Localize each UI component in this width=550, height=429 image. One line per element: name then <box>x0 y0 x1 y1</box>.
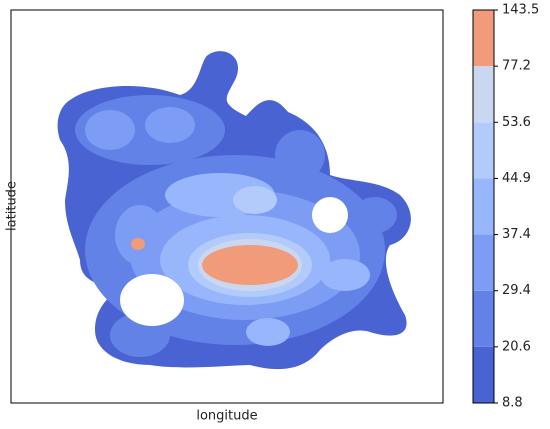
contour-region <box>115 205 165 265</box>
colorbar-tick-label: 20.6 <box>502 339 531 354</box>
contour-region <box>85 110 135 150</box>
colorbar-tick-label: 44.9 <box>502 171 531 186</box>
colorbar-band <box>473 234 494 291</box>
colorbar-tick-label: 37.4 <box>502 227 531 242</box>
plot-frame <box>10 9 444 404</box>
contour-region <box>246 318 290 346</box>
hole <box>312 197 348 233</box>
contour-region <box>131 238 145 250</box>
colorbar-band <box>473 290 494 347</box>
colorbar-band <box>473 178 494 235</box>
contour-region <box>353 197 397 233</box>
colorbar: 8.8 20.6 29.4 37.4 44.9 53.6 77.2 143.5 <box>473 3 539 411</box>
colorbar-tick-label: 8.8 <box>502 396 523 411</box>
colorbar-band <box>473 10 494 67</box>
colorbar-frame <box>472 9 495 404</box>
contour-plot <box>57 51 411 370</box>
hole <box>120 274 184 326</box>
y-axis-label: latitude <box>5 181 20 231</box>
contour-region <box>233 186 277 214</box>
colorbar-band <box>473 346 494 403</box>
colorbar-band <box>473 122 494 179</box>
colorbar-tick-label: 143.5 <box>502 3 539 18</box>
contour-region <box>145 107 195 143</box>
colorbar-tick-label: 29.4 <box>502 283 531 298</box>
colorbar-band <box>473 66 494 123</box>
colorbar-tick-label: 53.6 <box>502 115 531 130</box>
contour-region <box>320 259 370 291</box>
colorbar-tick-label: 77.2 <box>502 59 531 74</box>
contour-region <box>275 130 325 180</box>
x-axis-label: longitude <box>196 409 257 424</box>
contour-region <box>202 245 298 285</box>
